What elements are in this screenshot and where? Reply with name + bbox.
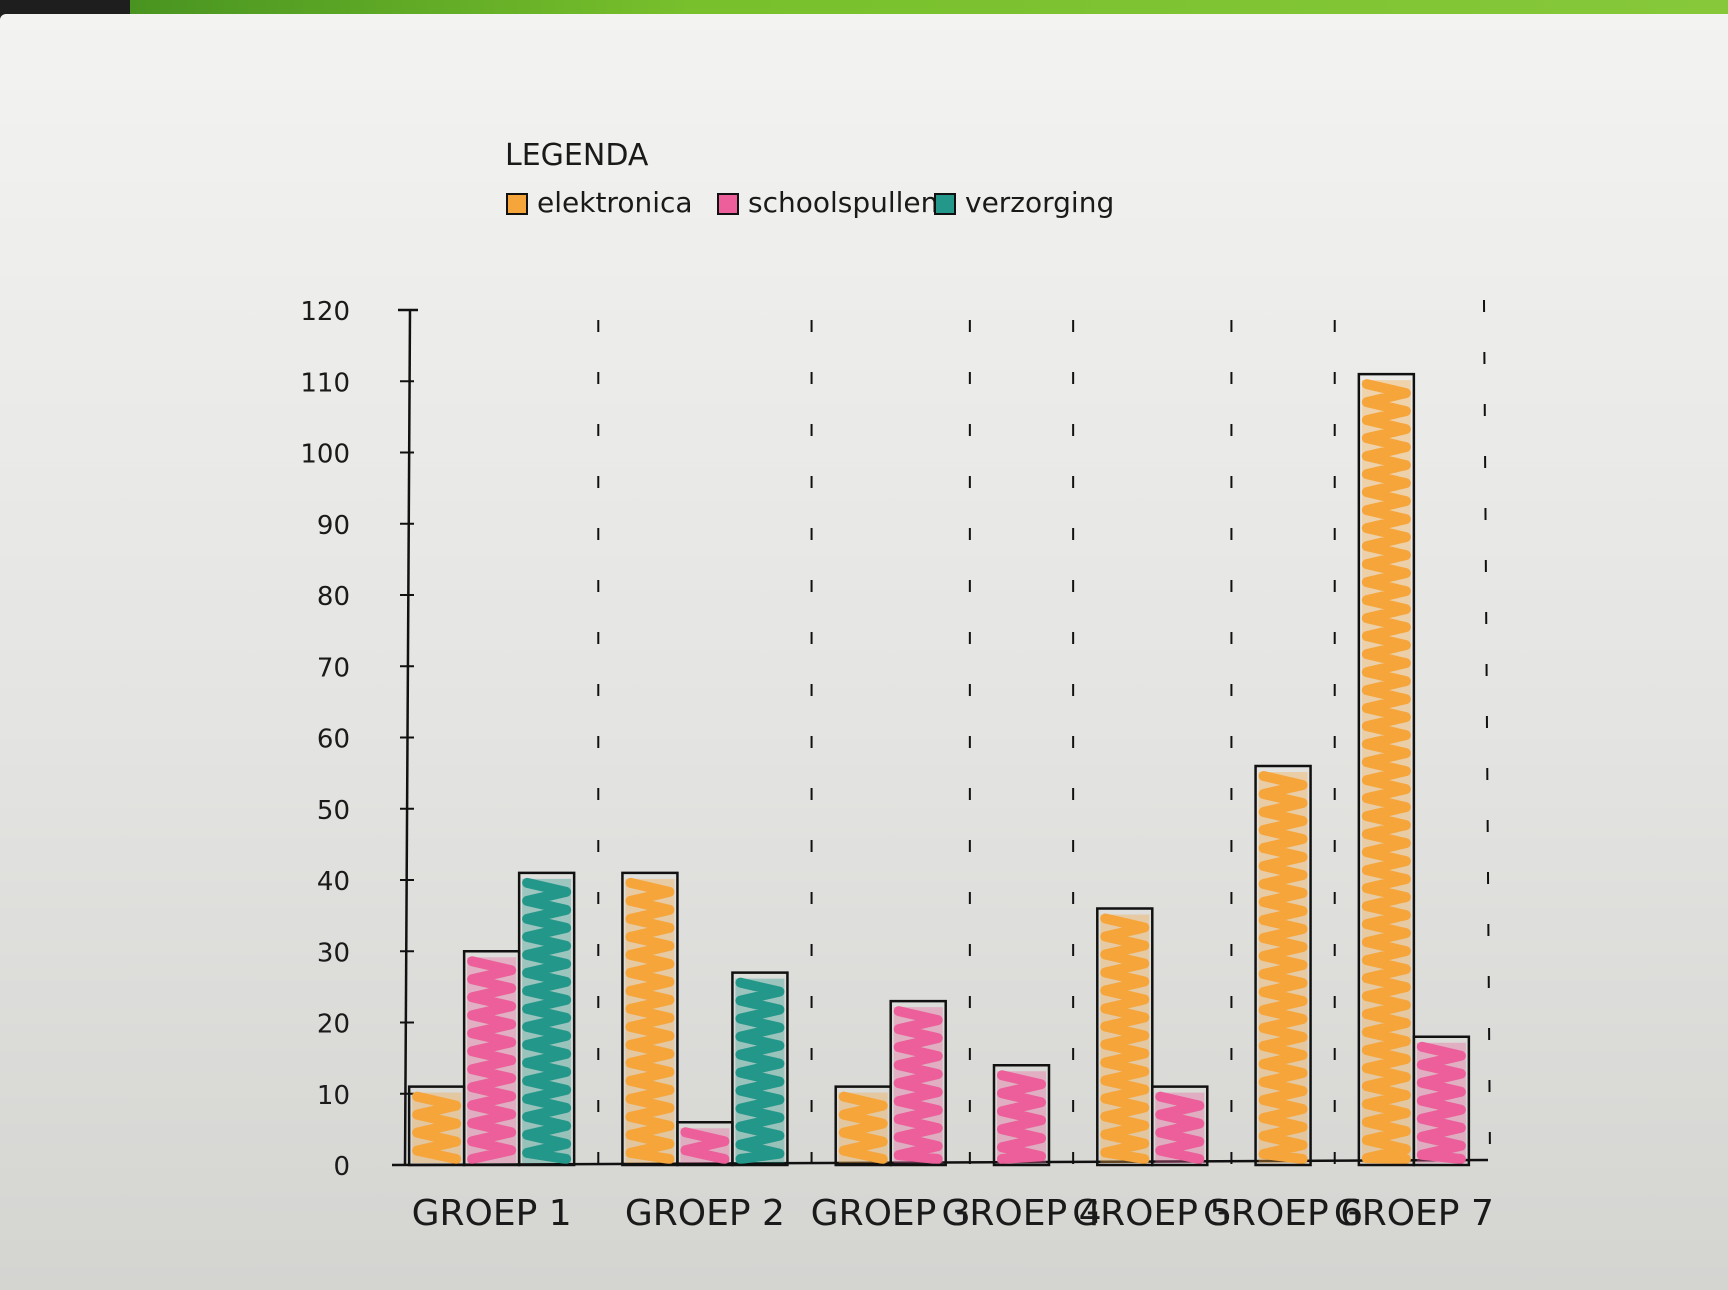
bar-scribble-verzorging-1 <box>522 877 572 1164</box>
x-tick-label-3: GROEP 3 <box>811 1193 971 1234</box>
bar-schoolspullen-4 <box>992 1064 1051 1167</box>
bar-schoolspullen-7 <box>1412 1035 1471 1167</box>
y-tick-label-60: 60 <box>317 725 350 755</box>
y-tick-label-0: 0 <box>333 1152 350 1182</box>
bar-scribble-schoolspullen-4 <box>997 1070 1046 1164</box>
legend-label-schoolspullen: schoolspullen <box>748 186 938 219</box>
y-tick-label-100: 100 <box>300 440 350 470</box>
bar-scribble-schoolspullen-7 <box>1416 1041 1466 1164</box>
x-tick-label-7: GROEP 7 <box>1334 1193 1494 1234</box>
legend-label-elektronica: elektronica <box>537 186 693 219</box>
bar-scribble-schoolspullen-1 <box>467 956 517 1164</box>
bars-group <box>407 372 1471 1167</box>
y-tick-label-90: 90 <box>317 511 350 541</box>
dark-corner <box>0 0 130 18</box>
x-tick-label-2: GROEP 2 <box>625 1193 785 1234</box>
bar-scribble-elektronica-5 <box>1100 913 1150 1164</box>
y-tick-label-20: 20 <box>317 1010 350 1040</box>
y-tick-label-50: 50 <box>317 796 350 826</box>
legend-swatch-schoolspullen <box>717 193 739 215</box>
x-tick-label-1: GROEP 1 <box>412 1193 572 1234</box>
bar-scribble-schoolspullen-5 <box>1155 1091 1205 1164</box>
y-tick-label-40: 40 <box>317 867 350 897</box>
bar-verzorging-1 <box>517 871 576 1167</box>
bar-verzorging-2 <box>731 971 789 1167</box>
bar-scribble-elektronica-2 <box>625 877 675 1164</box>
y-tick-label-10: 10 <box>317 1081 350 1111</box>
legend: LEGENDA elektronica schoolspullen verzorgi… <box>505 138 1114 219</box>
x-tick-label-4: GROEP 4 <box>941 1193 1101 1234</box>
bar-scribble-verzorging-2 <box>735 977 785 1164</box>
bar-elektronica-7 <box>1357 372 1416 1167</box>
bar-elektronica-2 <box>621 871 679 1167</box>
legend-title: LEGENDA <box>505 138 649 173</box>
bar-elektronica-5 <box>1096 907 1154 1167</box>
legend-label-verzorging: verzorging <box>965 186 1114 219</box>
y-tick-label-110: 110 <box>300 368 350 398</box>
bar-schoolspullen-5 <box>1151 1085 1209 1167</box>
y-tick-label-120: 120 <box>300 297 350 327</box>
y-tick-label-30: 30 <box>317 938 350 968</box>
legend-swatch-elektronica <box>506 193 528 215</box>
axes: 0 10 20 30 40 50 60 70 80 90 100 110 120 <box>300 297 1491 1182</box>
bar-scribble-elektronica-1 <box>412 1091 462 1164</box>
y-tick-label-80: 80 <box>317 582 350 612</box>
legend-swatch-verzorging <box>934 193 956 215</box>
bar-scribble-elektronica-7 <box>1361 379 1411 1164</box>
y-tick-label-70: 70 <box>317 653 350 683</box>
x-tick-label-5: GROEP 5 <box>1072 1193 1232 1234</box>
bar-scribble-schoolspullen-3 <box>893 1006 943 1164</box>
bar-elektronica-6 <box>1254 764 1312 1167</box>
bar-schoolspullen-3 <box>889 999 947 1167</box>
bar-scribble-schoolspullen-2 <box>680 1127 730 1164</box>
bar-scribble-elektronica-3 <box>838 1091 888 1164</box>
x-tick-label-6: GROEP 6 <box>1203 1193 1363 1234</box>
bar-scribble-elektronica-6 <box>1258 771 1308 1164</box>
group-separator-end <box>1483 299 1491 1161</box>
